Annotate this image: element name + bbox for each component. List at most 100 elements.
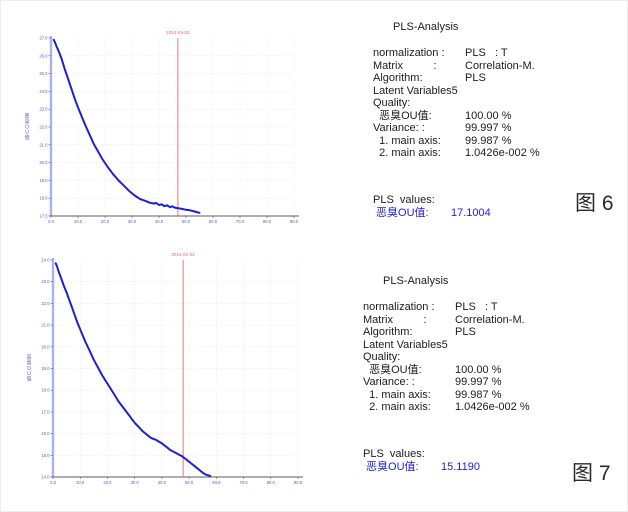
x-tick-label: 10.0 [76,480,85,485]
y-axis-title-char: 值 [26,376,31,383]
analysis-title: PLS-Analysis [393,21,459,33]
y-tick-label: 20.0 [39,160,48,165]
analysis-row: Algorithm: PLS [363,326,581,339]
analysis-rows: normalization : PLS : T Matrix : Correlatio… [373,47,591,160]
analysis-title: PLS-Analysis [383,275,449,287]
pls-values-title: PLS values: [373,193,435,206]
analysis-row-label: normalization : [363,301,435,313]
x-tick-label: 40.0 [158,480,167,485]
analysis-row-value: Correlation-M. [455,313,525,326]
x-tick-label: 80.0 [267,480,276,485]
x-tick-label: 70.0 [236,219,245,224]
analysis-row-value: 100.00 % [455,363,502,376]
x-tick-label: 20.0 [101,219,110,224]
analysis-row: Matrix : Correlation-M. [363,314,581,327]
x-tick-label: 60.0 [209,219,218,224]
analysis-row: Latent Variables5 [363,339,581,352]
y-axis-title-char: 臭 [26,359,31,366]
y-tick-label: 23.0 [39,107,48,112]
y-tick-label: 22.0 [39,125,48,130]
analysis-row-value: PLS [455,326,476,338]
analysis-row: Quality: [363,351,581,364]
y-tick-label: 18.0 [39,196,48,201]
x-tick-label: 90.0 [290,219,299,224]
analysis-row: 恶臭OU值: 100.00 % [373,110,591,123]
analysis-row-value: 1.0426e-002 % [465,147,540,159]
y-tick-label: 26.0 [39,53,48,58]
y-tick-label: 27.0 [39,36,48,41]
y-tick-label: 17.0 [41,409,50,414]
analysis-row-label: 1. main axis: [373,134,441,147]
analysis-row: Variance: : 99.997 % [363,376,581,389]
ou-decay-chart-figure6: 0.0 10.0 20.0 30.0 40.0 50.0 60.0 70.0 80.0 90.0 2… [24,30,299,224]
analysis-row-label: Matrix : [363,313,427,326]
pls-values-title: PLS values: [363,447,425,460]
y-axis-title-char: 恶 [26,355,31,361]
analysis-row-value [465,97,591,110]
analysis-row-label: Latent Variables5 [363,338,448,351]
y-tick-label: 15.0 [41,453,50,458]
result-value: 15.1190 [441,460,480,473]
figure-label-7: 图 7 [572,462,611,485]
y-tick-label: 19.0 [41,366,50,371]
y-tick-label: 17.0 [39,214,48,219]
y-axis-title-char: U [25,130,29,136]
analysis-row: Quality: [373,97,591,110]
analysis-row-value: 99.997 % [455,376,502,388]
y-tick-label: 22.0 [41,301,50,306]
y-axis-title-char: 臭 [24,118,29,125]
analysis-row-value: 99.987 % [465,134,512,147]
analysis-row-label: Latent Variables5 [373,84,458,97]
result-label: 恶臭OU值: [363,460,419,473]
analysis-row: Matrix : Correlation-M. [373,60,591,73]
analysis-row: 2. main axis: 1.0426e-002 % [363,401,581,414]
analysis-row: 1. main axis: 99.987 % [363,389,581,402]
y-tick-label: 14.0 [41,475,50,480]
analysis-row-value: Correlation-M. [465,59,535,72]
y-tick-label: 24.0 [41,258,50,263]
analysis-row-label: Variance: : [373,122,425,134]
analysis-row-value [455,339,581,352]
result-value: 17.1004 [451,206,491,219]
pls-result-line: 恶臭OU值: 17.1004 [373,207,591,220]
x-tick-label: 30.0 [131,480,140,485]
analysis-row-value: PLS : T [465,47,508,59]
x-tick-label: 60.0 [212,480,221,485]
marker-label: 2014-04-02 [166,30,190,35]
x-tick-label: 40.0 [155,219,164,224]
x-tick-label: 90.0 [294,480,303,485]
analysis-row: normalization : PLS : T [363,301,581,314]
analysis-row: Variance: : 99.997 % [373,122,591,135]
figure-label-6: 图 6 [575,192,614,215]
analysis-row-label: 1. main axis: [363,388,431,401]
analysis-row: Latent Variables5 [373,85,591,98]
analysis-row-value: PLS [465,72,486,84]
y-tick-label: 20.0 [41,344,50,349]
x-tick-label: 30.0 [128,219,137,224]
pls-result-line: 恶臭OU值: 15.1190 [363,461,581,474]
analysis-row-value: 100.00 % [465,109,512,122]
x-tick-label: 0.0 [48,219,54,224]
analysis-row-label: 2. main axis: [363,401,431,413]
y-axis-title-char: 值 [24,134,29,141]
y-axis-title-char: U [27,371,31,377]
y-tick-label: 19.0 [39,178,48,183]
analysis-row-label: 恶臭OU值: [373,109,432,122]
analysis-row-label: Variance: : [363,376,415,388]
y-axis-title-char: O [25,124,29,130]
analysis-row: normalization : PLS : T [373,47,591,60]
y-tick-label: 16.0 [41,431,50,436]
x-tick-label: 50.0 [182,219,191,224]
analysis-row-value [465,85,591,98]
pls-analysis-block-1: PLS-Analysis normalization : PLS : T Matri… [373,21,591,220]
y-tick-label: 24.0 [39,89,48,94]
analysis-row: 2. main axis: 1.0426e-002 % [373,147,591,160]
x-tick-label: 50.0 [185,480,194,485]
y-tick-label: 25.0 [39,71,48,76]
x-tick-label: 70.0 [239,480,248,485]
ou-decay-chart-figure7: 0.0 10.0 20.0 30.0 40.0 50.0 60.0 70.0 80.0 90.0 2… [26,252,303,485]
analysis-row-label: Algorithm: [363,326,413,338]
pls-analysis-block-2: PLS-Analysis normalization : PLS : T Matri… [363,275,581,474]
analysis-row-label: Quality: [373,97,411,109]
